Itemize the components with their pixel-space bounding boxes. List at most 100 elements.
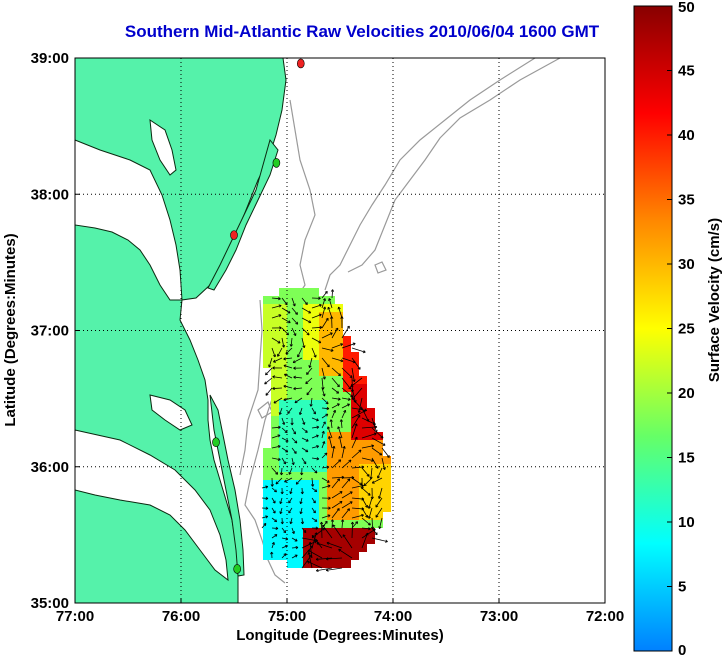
velocity-cell (263, 544, 271, 552)
sound-water-inner (149, 394, 193, 431)
velocity-arrowhead (263, 523, 267, 526)
velocity-cell (303, 376, 311, 384)
velocity-cell (335, 488, 343, 496)
velocity-arrow (363, 477, 373, 486)
velocity-arrowhead (327, 426, 331, 430)
velocity-cell (335, 344, 343, 352)
velocity-arrowhead (357, 366, 361, 370)
velocity-arrow (361, 487, 371, 496)
velocity-cell (295, 504, 303, 512)
velocity-arrowhead (298, 412, 303, 415)
velocity-arrow (271, 434, 281, 439)
velocity-arrowhead (308, 320, 312, 324)
velocity-cell (303, 464, 311, 472)
velocity-arrow (326, 567, 343, 571)
velocity-arrow (331, 327, 339, 339)
velocity-cell (295, 528, 303, 536)
velocity-arrowhead (295, 311, 298, 315)
velocity-cell (279, 440, 287, 448)
velocity-arrowhead (374, 532, 378, 536)
velocity-cell (351, 472, 359, 480)
velocity-cell (271, 320, 279, 328)
velocity-cell (303, 344, 311, 352)
velocity-arrow (272, 376, 283, 379)
velocity-cell (311, 384, 319, 392)
velocity-cell (311, 504, 319, 512)
x-tick-label: 75:00 (268, 608, 306, 625)
velocity-arrow (268, 357, 273, 368)
velocity-cell (295, 392, 303, 400)
velocity-arrowhead (328, 506, 331, 510)
velocity-cell (311, 416, 319, 424)
velocity-arrow (371, 537, 388, 543)
velocity-arrowhead (305, 381, 309, 385)
velocity-cell (367, 424, 375, 432)
velocity-arrowhead (352, 342, 356, 346)
velocity-arrow (291, 554, 298, 559)
velocity-arrow (328, 298, 333, 309)
velocity-arrow (321, 397, 329, 405)
velocity-cell (279, 480, 287, 488)
velocity-arrow (291, 307, 298, 315)
velocity-cell (319, 432, 327, 440)
velocity-cell (303, 432, 311, 440)
velocity-cell (359, 472, 367, 480)
colorbar-tick-label: 20 (678, 385, 695, 402)
velocity-cell (351, 496, 359, 504)
velocity-arrow (271, 314, 282, 319)
velocity-cell (335, 528, 343, 536)
velocity-arrow (321, 441, 325, 449)
velocity-arrow (341, 367, 353, 378)
velocity-arrowhead (330, 519, 335, 522)
velocity-cell (359, 432, 367, 440)
velocity-cell (287, 336, 295, 344)
velocity-cell (351, 456, 359, 464)
velocity-cell (279, 368, 287, 376)
velocity-arrowhead (304, 302, 308, 305)
velocity-cell (295, 336, 303, 344)
velocity-arrowhead (336, 508, 340, 511)
velocity-cell (351, 448, 359, 456)
velocity-arrowhead (277, 340, 281, 344)
velocity-arrowhead (340, 359, 344, 363)
velocity-arrow (381, 447, 390, 458)
velocity-arrowhead (337, 478, 340, 482)
velocity-arrowhead (363, 483, 367, 487)
velocity-cell (263, 456, 271, 464)
velocity-cell (311, 344, 319, 352)
velocity-cell (319, 560, 327, 568)
velocity-cell (383, 480, 391, 488)
velocity-cell (375, 464, 383, 472)
velocity-arrowhead (309, 403, 313, 407)
velocity-arrow (368, 507, 373, 519)
velocity-arrowhead (327, 306, 331, 310)
velocity-cell (271, 544, 279, 552)
velocity-arrow (379, 517, 383, 529)
velocity-arrow (273, 357, 283, 363)
velocity-arrowhead (326, 541, 330, 545)
velocity-arrow (301, 327, 310, 336)
velocity-cell (295, 296, 303, 304)
velocity-arrow (297, 347, 303, 358)
velocity-arrowhead (274, 519, 278, 523)
velocity-arrowhead (280, 521, 284, 525)
velocity-arrow (368, 497, 373, 509)
velocity-cell (295, 408, 303, 416)
velocity-arrow (271, 457, 281, 461)
velocity-cell (287, 320, 295, 328)
velocity-arrowhead (288, 471, 292, 475)
velocity-cell (327, 488, 335, 496)
velocity-arrow (361, 528, 376, 539)
velocity-arrow (341, 491, 353, 499)
velocity-arrow (301, 447, 309, 453)
velocity-arrowhead (326, 479, 330, 483)
velocity-arrow (371, 437, 386, 446)
velocity-cell (271, 536, 279, 544)
velocity-cell (279, 320, 287, 328)
velocity-cell (311, 488, 319, 496)
velocity-arrowhead (324, 520, 328, 524)
velocity-cell (303, 312, 311, 320)
velocity-cell (335, 312, 343, 320)
velocity-cell (367, 440, 375, 448)
